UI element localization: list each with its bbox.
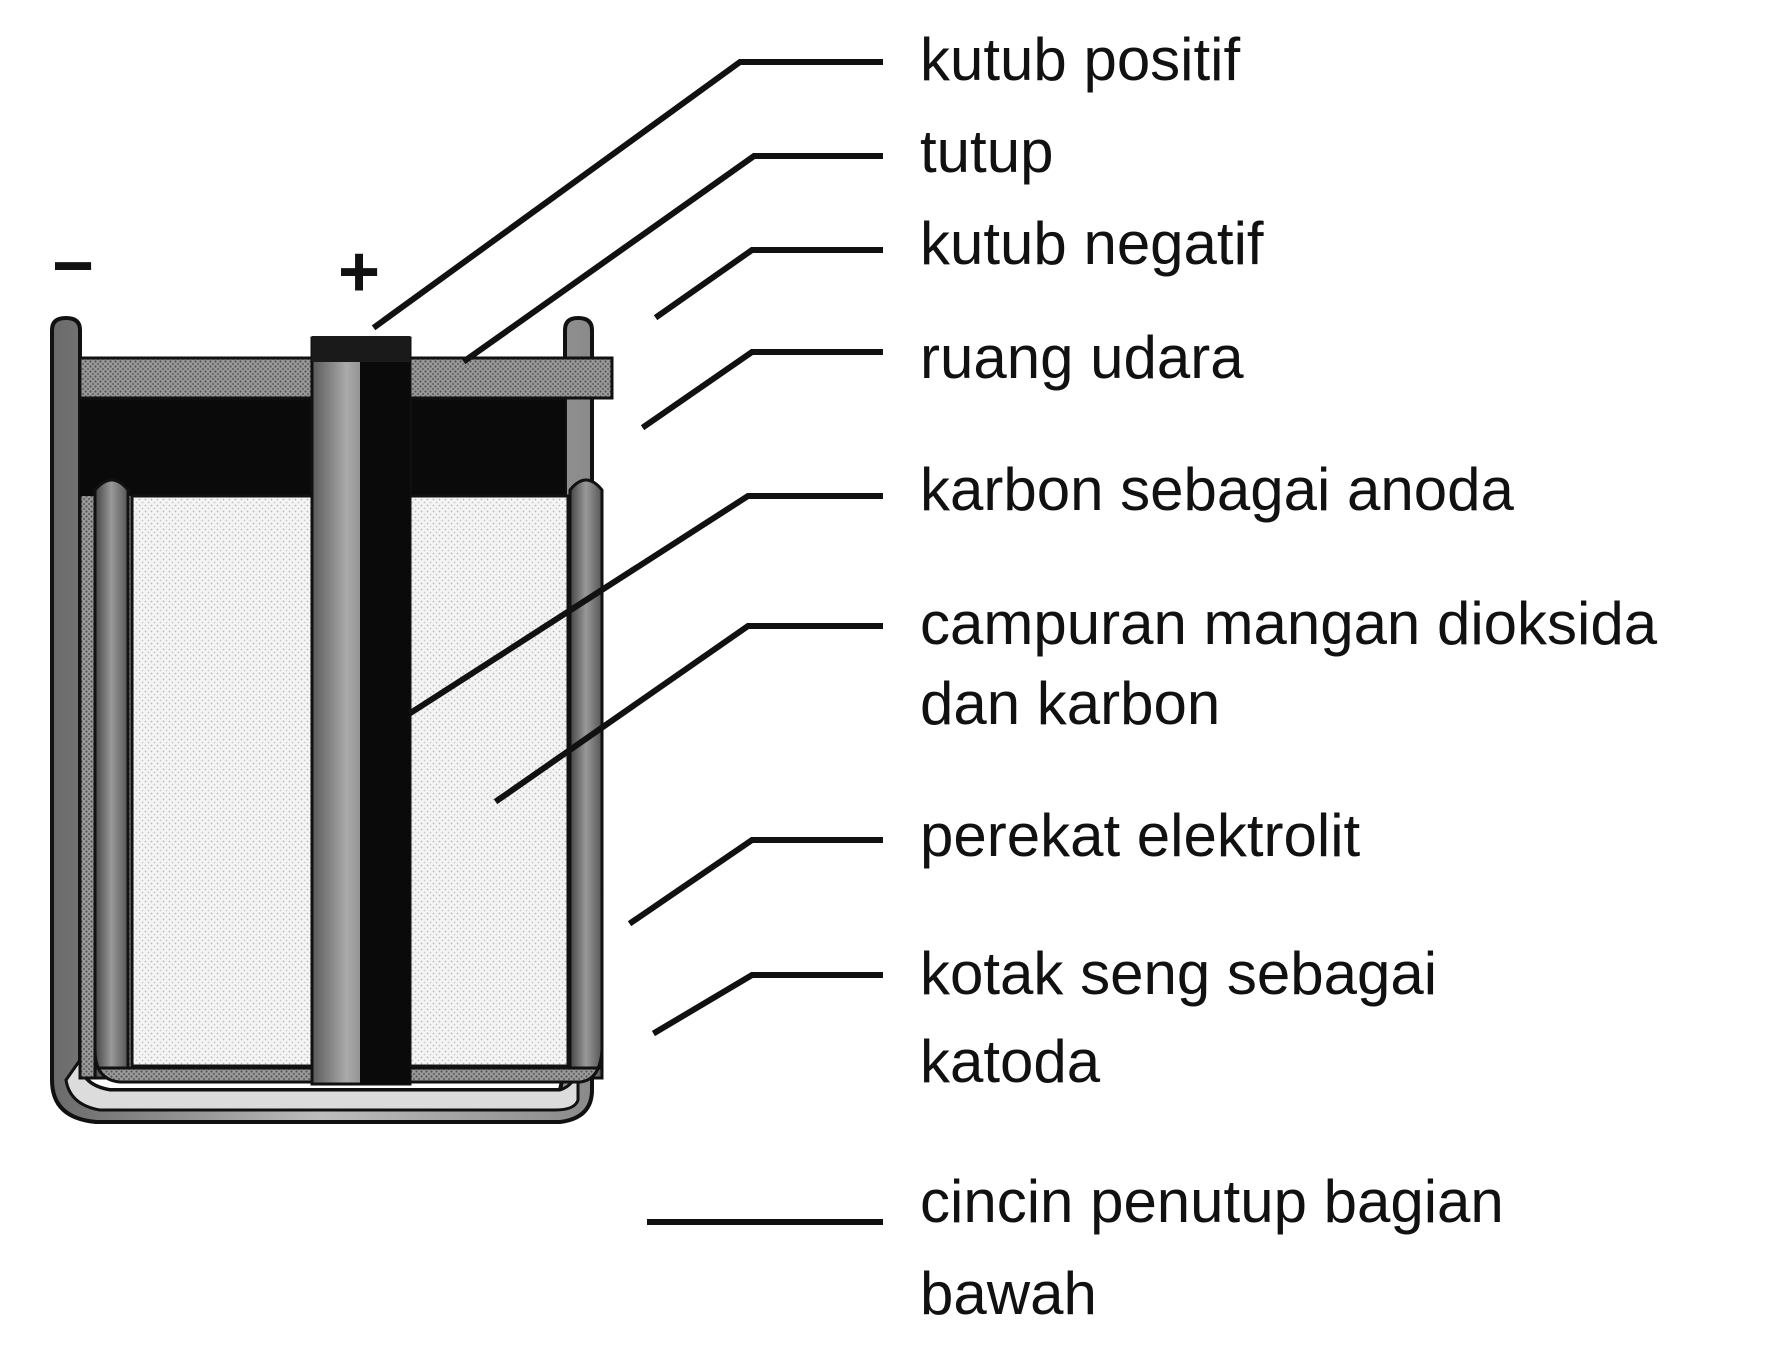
label-campuran-line2: dan karbon xyxy=(920,670,1220,737)
electrolyte-paste-right xyxy=(568,478,604,1080)
labels: kutub positif tutup kutub negatif ruang … xyxy=(920,26,1658,1327)
label-ruang-udara: ruang udara xyxy=(920,324,1244,391)
leader-kotak-seng xyxy=(651,972,883,1037)
leader-karbon-anoda xyxy=(407,493,883,717)
negative-sign: − xyxy=(52,226,94,306)
label-kotak-seng-line2: katoda xyxy=(920,1028,1101,1095)
label-cincin-line2: bawah xyxy=(920,1260,1097,1327)
positive-sign: + xyxy=(338,232,380,312)
leader-kutub-negatif xyxy=(653,247,883,321)
label-kutub-negatif: kutub negatif xyxy=(920,210,1264,277)
label-tutup: tutup xyxy=(920,118,1053,185)
leader-perekat xyxy=(627,837,883,927)
label-karbon-anoda: karbon sebagai anoda xyxy=(920,456,1514,523)
leader-lines xyxy=(371,59,883,1225)
label-cincin-line1: cincin penutup bagian xyxy=(920,1168,1504,1235)
leader-kutub-positif xyxy=(371,59,883,331)
label-kutub-positif: kutub positif xyxy=(920,26,1241,93)
label-kotak-seng-line1: kotak seng sebagai xyxy=(920,940,1437,1007)
positive-terminal-cap xyxy=(312,336,410,362)
leader-campuran xyxy=(493,623,883,805)
leader-ruang-udara xyxy=(640,349,883,431)
zinc-can-outer xyxy=(50,315,594,1124)
electrolyte-paste-left xyxy=(93,478,130,1080)
leader-tutup xyxy=(461,153,883,365)
label-campuran-line1: campuran mangan dioksida xyxy=(920,590,1658,657)
bottom-ring xyxy=(64,1055,580,1112)
battery-cell xyxy=(50,315,614,1124)
label-perekat-elektrolit: perekat elektrolit xyxy=(920,802,1361,869)
